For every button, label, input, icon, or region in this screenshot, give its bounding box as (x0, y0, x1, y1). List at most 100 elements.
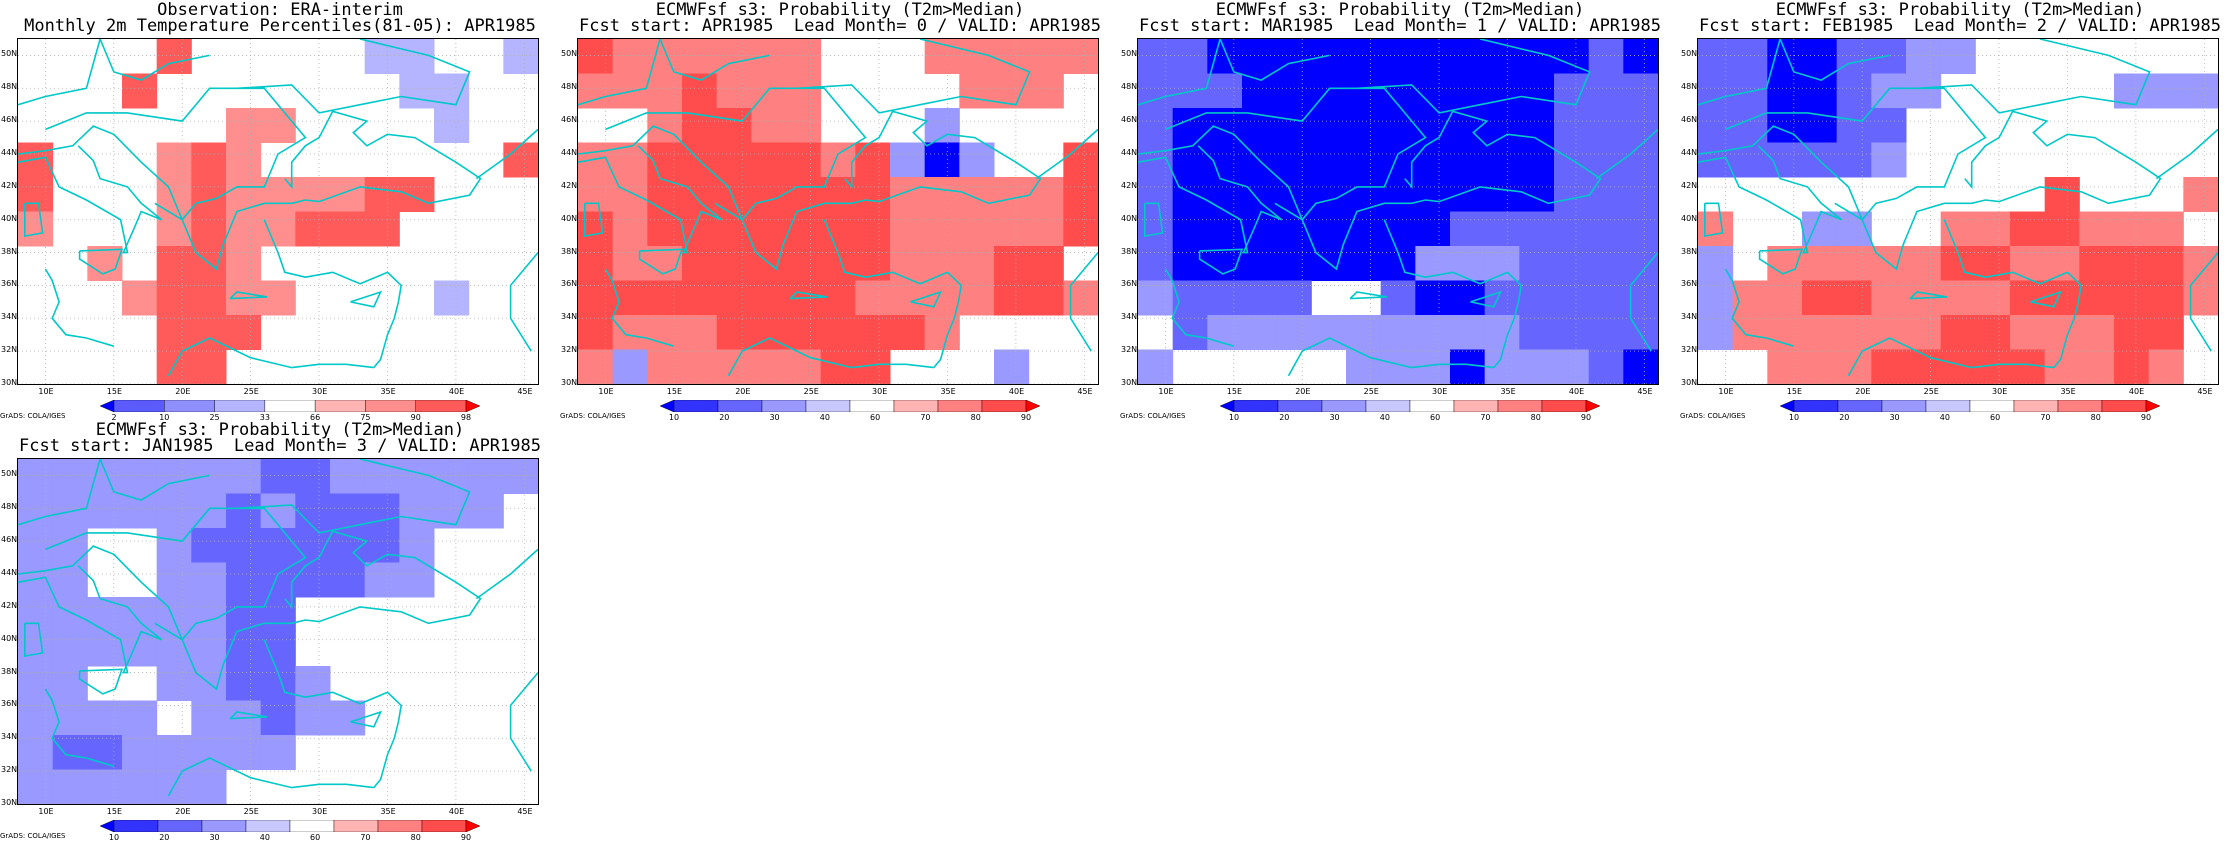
grid-cell (647, 349, 683, 384)
grid-cell (1975, 280, 2011, 316)
grid-cell (1802, 280, 1838, 316)
grid-cell (612, 246, 648, 281)
panel-lead2: ECMWFsf s3: Probability (T2m>Median) Fcs… (1680, 0, 2240, 423)
grid-cell (1415, 177, 1451, 212)
lat-tick-label: 48N (1, 502, 18, 512)
grid-cell (2148, 73, 2184, 109)
credit-label: GrADS: COLA/IGES (1680, 412, 1746, 420)
grid-cell (260, 108, 296, 143)
grid-cell (52, 769, 88, 804)
coastline (1069, 252, 1098, 352)
lat-tick-label: 44N (1121, 148, 1138, 157)
grid-cell (1276, 39, 1312, 74)
grid-cell (1519, 73, 1555, 109)
grid-cell (1415, 73, 1451, 109)
lon-tick-label: 40E (448, 807, 465, 816)
grid-cell (1415, 211, 1451, 247)
lat-tick-label: 40N (561, 213, 578, 223)
grid-cell (1588, 177, 1624, 212)
lat-tick-label: 50N (1, 49, 18, 59)
coastline (1909, 291, 1948, 300)
grid-cell (1767, 315, 1803, 350)
colorbar-swatch (314, 400, 366, 412)
grid-cell (890, 280, 926, 316)
lon-tick-label: 45E (1077, 387, 1093, 396)
grid-cell (716, 108, 752, 143)
grid-cell (1450, 142, 1486, 178)
grid-cell (1588, 246, 1624, 281)
coastline (1470, 290, 1503, 308)
grid-cell (1242, 177, 1278, 212)
coastline (509, 252, 538, 352)
colorbar-swatch (113, 820, 159, 832)
grid-cell (890, 142, 926, 178)
grid-cell (786, 108, 822, 143)
colorbar-tick-label: 90 (1020, 413, 1032, 422)
grid-cell (1028, 280, 1064, 316)
colorbar-tick-label: 80 (970, 413, 981, 422)
coastline (18, 565, 163, 674)
grid-cell (260, 735, 296, 770)
grid-cell (959, 280, 995, 316)
grid-cell (647, 73, 683, 109)
lat-tick-label: 46N (1, 115, 18, 125)
colorbar-swatch (805, 400, 851, 412)
grid-cell (1311, 108, 1347, 143)
grid-cell (364, 177, 400, 212)
grid-cell (1836, 280, 1872, 316)
grid-cell (364, 562, 400, 598)
lon-tick-label: 45E (2197, 387, 2213, 396)
panel-observation: Observation: ERA-interim Monthly 2m Temp… (0, 0, 560, 422)
grid-cell (2114, 246, 2150, 281)
coastline (350, 290, 383, 308)
lon-tick-label: 35E (2060, 387, 2076, 396)
grid-cell (87, 700, 123, 736)
map-area (17, 38, 539, 385)
coastline (2155, 128, 2218, 180)
lat-tick-label: 40N (1681, 213, 1698, 223)
lat-tick-label: 50N (1681, 49, 1698, 59)
lat-tick-label: 40N (1121, 213, 1138, 223)
lon-tick-label: 20E (175, 387, 191, 396)
colorbar-tick-label: 90 (1580, 413, 1592, 422)
lat-tick-label: 30N (1681, 378, 1698, 387)
grid-cell (1276, 177, 1312, 212)
panel-title: ECMWFsf s3: Probability (T2m>Median) (655, 0, 1025, 20)
colorbar-tick-label: 70 (920, 413, 931, 422)
grid-cell (751, 177, 787, 212)
colorbar-tick-label: 98 (460, 413, 472, 422)
grid-cell (1519, 315, 1555, 350)
coastline (1595, 128, 1658, 180)
grid-cell (959, 142, 995, 178)
grid-cell (716, 142, 752, 178)
grid-cell (295, 211, 331, 247)
grid-cell (2148, 349, 2184, 384)
grid-cell (156, 280, 192, 316)
grid-cell (924, 177, 960, 212)
grid-cell (1276, 280, 1312, 316)
grid-cell (1346, 177, 1382, 212)
grid-cell (1415, 280, 1451, 316)
grid-cell (924, 211, 960, 247)
grid-cell (1380, 211, 1416, 247)
grid-cell (751, 142, 787, 178)
colorbar-tick-label: 2 (111, 413, 117, 422)
grid-cell (330, 211, 366, 247)
lon-tick-label: 25E (1363, 387, 1379, 396)
grid-cell (2044, 177, 2080, 212)
coastline (1698, 110, 2162, 271)
grid-cell (52, 631, 88, 667)
grid-cell (1836, 246, 1872, 281)
grid-cell (260, 528, 296, 563)
colorbar-swatch (1969, 400, 2015, 412)
lat-tick-label: 40N (1, 213, 18, 223)
grid-cell (18, 735, 54, 770)
grid-cell (1802, 315, 1838, 350)
grid-cell (2114, 280, 2150, 316)
map-area (17, 458, 539, 805)
grid-cell (1940, 39, 1976, 74)
panel-subtitle: Fcst start: APR1985 Lead Month= 0 / VALI… (579, 16, 1101, 36)
grid-cell (295, 493, 331, 529)
grid-cell (156, 597, 192, 632)
grid-cell (1380, 315, 1416, 350)
